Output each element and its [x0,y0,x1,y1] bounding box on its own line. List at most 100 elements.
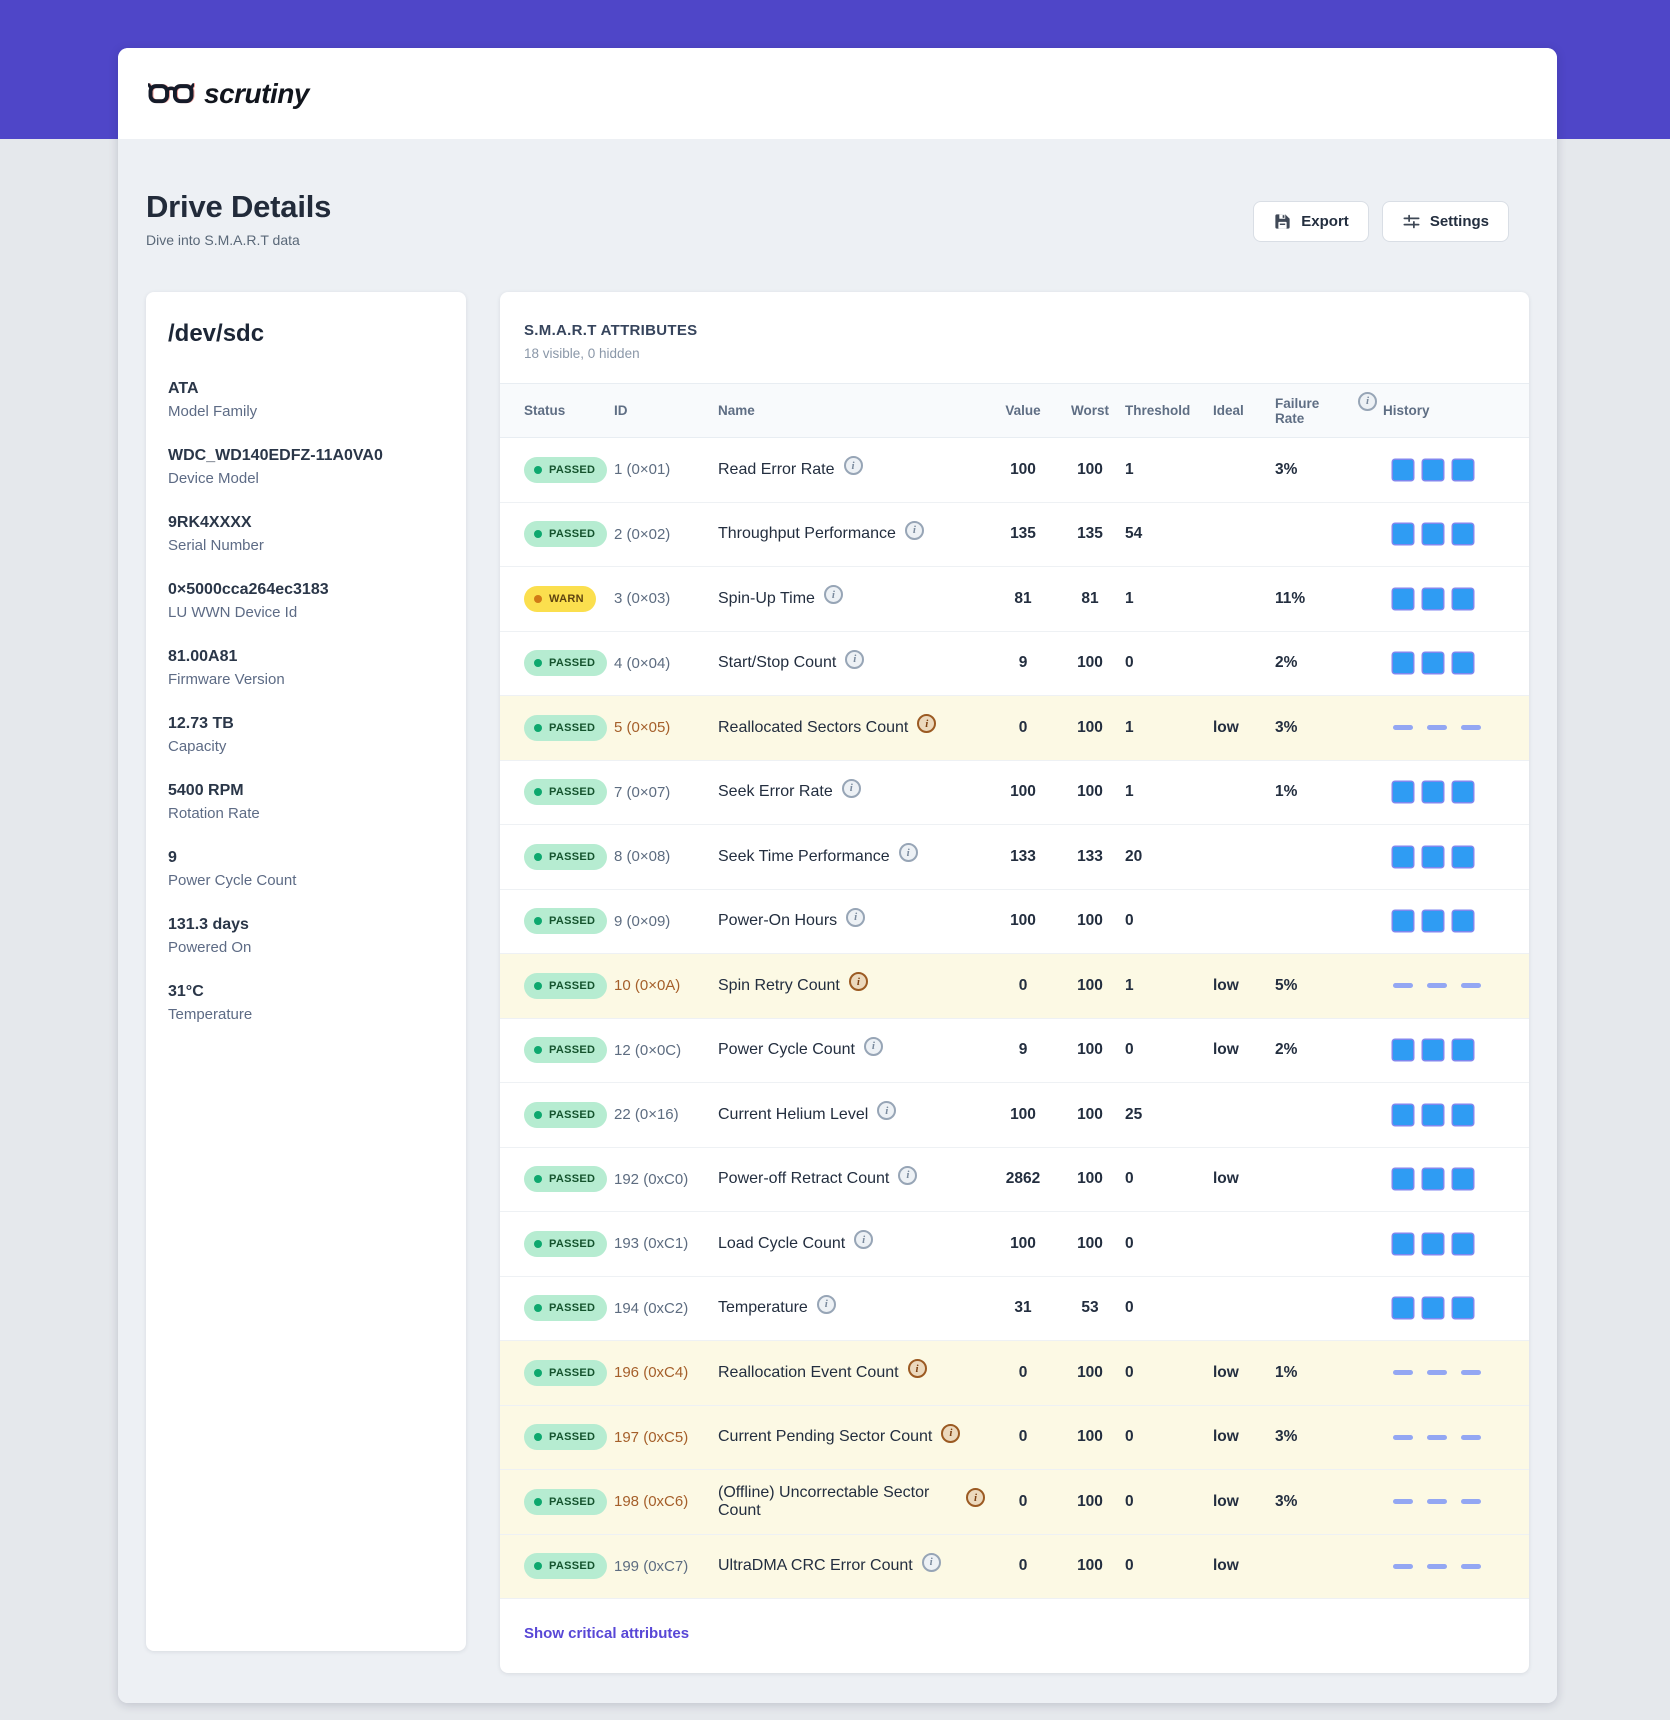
history-dash-icon [1427,1434,1447,1440]
attribute-id: 192 (0xC0) [614,1170,689,1188]
attribute-info-icon[interactable]: i [841,778,861,798]
detail-value: 31°C [168,983,204,1000]
status-label: PASSED [549,850,596,863]
attribute-info-icon[interactable]: i [917,714,937,734]
history-square-icon [1423,911,1443,932]
attribute-threshold: 25 [1125,1105,1143,1123]
history-square-icon [1423,1169,1443,1190]
status-dot-icon [534,1239,542,1248]
detail-label: Firmware Version [168,671,285,688]
history-square-icon [1423,1104,1443,1125]
history-square-icon [1453,1233,1473,1254]
history-square-icon [1423,1298,1443,1319]
attribute-history [1383,1499,1505,1505]
attribute-value: 2862 [1005,1170,1041,1188]
attribute-id: 7 (0×07) [614,783,671,801]
attribute-value: 9 [1018,654,1028,672]
history-square-icon [1393,1169,1413,1190]
status-label: PASSED [549,1044,596,1057]
attribute-history [1383,725,1505,731]
attribute-info-icon[interactable]: i [941,1423,961,1443]
status-badge: PASSED [524,1101,608,1128]
attribute-worst: 100 [1077,1363,1103,1381]
attribute-info-icon[interactable]: i [846,907,866,927]
attribute-info-icon[interactable]: i [898,843,918,863]
attribute-threshold: 1 [1125,589,1134,607]
history-dash-icon [1393,983,1413,989]
attribute-info-icon[interactable]: i [966,1488,985,1508]
attribute-info-icon[interactable]: i [863,1036,883,1056]
attribute-info-icon[interactable]: i [907,1359,927,1379]
attribute-failure-rate: 1% [1275,1363,1298,1381]
smart-title: S.M.A.R.T ATTRIBUTES [524,322,698,339]
save-icon [1273,212,1292,231]
attribute-ideal: low [1213,718,1239,736]
attribute-threshold: 1 [1125,783,1134,801]
detail-value: 12.73 TB [168,715,234,732]
attribute-row: PASSED 8 (0×08) Seek Time Performance i … [500,825,1529,890]
device-detail-item: 131.3 days Powered On [168,914,444,956]
status-label: PASSED [549,657,596,670]
detail-label: LU WWN Device Id [168,604,298,621]
history-dash-icon [1393,1563,1413,1569]
status-label: PASSED [549,1560,596,1573]
status-dot-icon [534,1046,542,1055]
attribute-id: 12 (0×0C) [614,1041,682,1059]
detail-value: 9RK4XXXX [168,514,252,531]
page-title: Drive Details [146,189,332,224]
attribute-failure-rate: 3% [1275,1428,1298,1446]
attribute-info-icon[interactable]: i [845,649,865,669]
attribute-worst: 135 [1077,525,1103,543]
device-detail-item: 31°C Temperature [168,981,444,1023]
history-square-icon [1453,588,1473,609]
history-dash-icon [1427,1370,1447,1376]
history-dash-icon [1393,1434,1413,1440]
attribute-id: 9 (0×09) [614,912,671,930]
status-dot-icon [534,981,542,990]
status-dot-icon [534,1110,542,1119]
attribute-name: Power-off Retract Count [718,1170,890,1188]
attribute-info-icon[interactable]: i [848,972,868,992]
attribute-worst: 100 [1077,976,1103,994]
attribute-history [1383,1104,1505,1125]
history-square-icon [1393,911,1413,932]
attribute-name: Load Cycle Count [718,1234,846,1252]
detail-label: Model Family [168,403,258,420]
attribute-name: Spin-Up Time [718,589,815,607]
attribute-row: PASSED 5 (0×05) Reallocated Sectors Coun… [500,696,1529,761]
export-button[interactable]: Export [1253,201,1369,242]
attribute-worst: 100 [1077,1234,1103,1252]
status-dot-icon [534,1497,542,1506]
attribute-info-icon[interactable]: i [816,1294,836,1314]
attribute-failure-rate: 3% [1275,460,1298,478]
attribute-info-icon[interactable]: i [854,1230,874,1250]
app-logo[interactable]: scrutiny [148,78,309,110]
status-label: PASSED [549,786,596,799]
status-label: PASSED [549,721,596,734]
attribute-value: 31 [1014,1299,1032,1317]
show-critical-link[interactable]: Show critical attributes [524,1625,690,1642]
attribute-history [1383,1370,1505,1376]
status-label: PASSED [549,1108,596,1121]
attribute-info-icon[interactable]: i [904,520,924,540]
detail-label: Powered On [168,939,252,956]
attribute-info-icon[interactable]: i [921,1552,941,1572]
column-ideal: Ideal [1213,403,1244,418]
attribute-id: 4 (0×04) [614,654,671,672]
settings-button[interactable]: Settings [1381,201,1509,242]
attribute-failure-rate: 5% [1275,976,1298,994]
attribute-info-icon[interactable]: i [843,456,863,476]
attribute-row: PASSED 1 (0×01) Read Error Rate i 100 10… [500,438,1529,503]
attribute-threshold: 0 [1125,912,1134,930]
device-detail-item: 5400 RPM Rotation Rate [168,780,444,822]
status-dot-icon [534,1175,542,1184]
attribute-info-icon[interactable]: i [877,1101,897,1121]
history-dash-icon [1427,1563,1447,1569]
attribute-id: 5 (0×05) [614,719,671,737]
attribute-info-icon[interactable]: i [898,1165,918,1185]
failure-rate-info-icon[interactable]: i [1358,391,1377,411]
column-history: History [1383,403,1430,418]
history-square-icon [1393,588,1413,609]
attribute-info-icon[interactable]: i [823,585,843,605]
glasses-icon [148,79,194,109]
